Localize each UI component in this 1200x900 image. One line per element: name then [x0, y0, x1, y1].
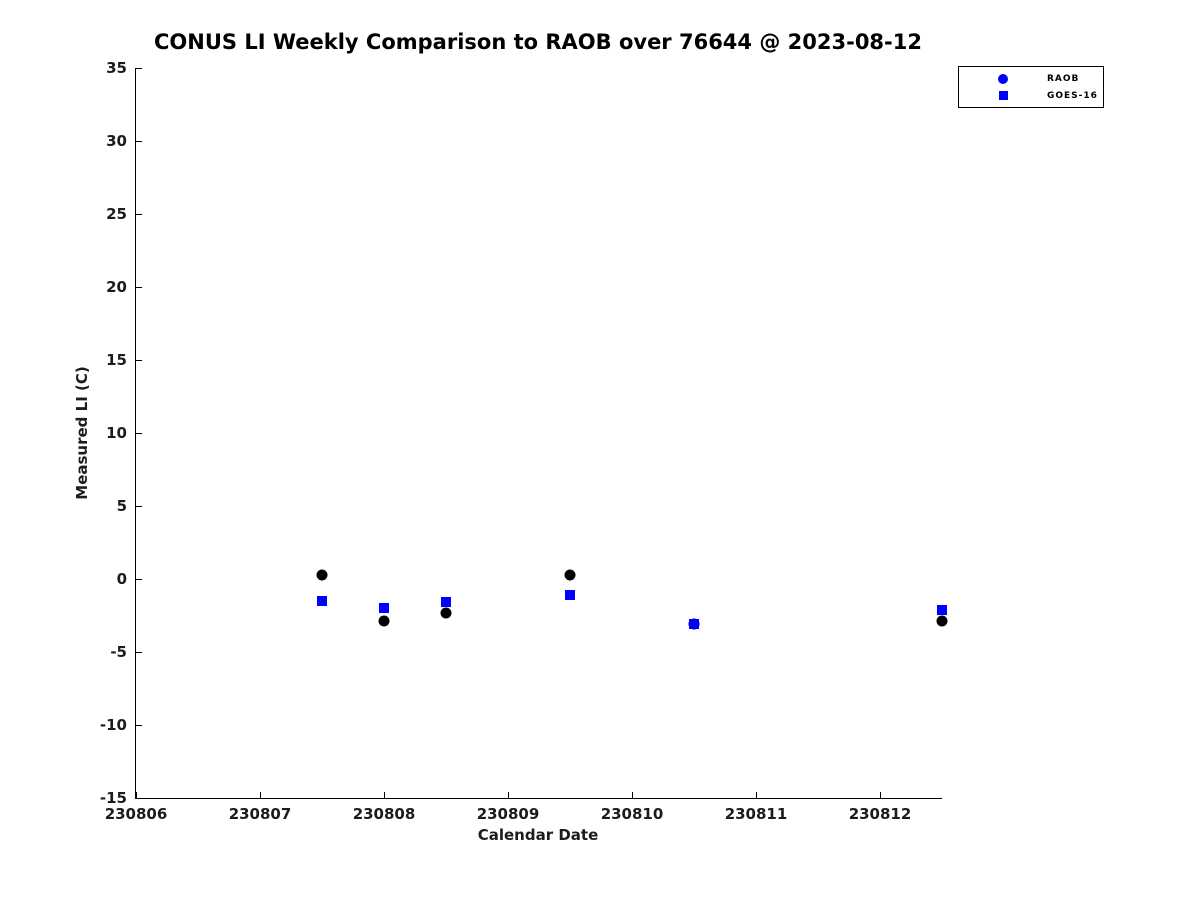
y-tick-label: -10 [99, 716, 127, 734]
y-tick-label: 25 [106, 205, 127, 223]
data-point-goes-16 [937, 604, 947, 615]
x-tick-label: 230807 [228, 805, 292, 823]
y-tick-mark [136, 651, 142, 653]
y-tick-mark [136, 140, 142, 142]
x-tick-mark [755, 792, 757, 798]
x-tick-mark [507, 792, 509, 798]
data-point-raob [564, 569, 576, 581]
y-tick-label: 30 [106, 132, 127, 150]
legend: RAOB GOES-16 [958, 66, 1104, 108]
data-point-goes-16 [689, 619, 699, 630]
x-tick-mark [135, 792, 137, 798]
y-tick-mark [136, 213, 142, 215]
data-point-raob [378, 615, 390, 627]
y-tick-label: 5 [116, 497, 127, 515]
y-tick-mark [136, 505, 142, 507]
data-point-raob [936, 615, 948, 627]
data-point-raob [440, 607, 452, 619]
x-tick-mark [383, 792, 385, 798]
plot-area: 35 30 25 20 15 10 5 0 -5 -10 -15 230806 230807 230808… [100, 59, 948, 823]
y-tick-mark [136, 286, 142, 288]
y-tick-mark [136, 797, 142, 799]
y-tick-mark [136, 578, 142, 580]
x-tick-label: 230809 [476, 805, 540, 823]
data-point-raob [316, 569, 328, 581]
x-tick-label: 230812 [848, 805, 912, 823]
y-tick-label: 15 [106, 351, 127, 369]
legend-square-icon [998, 91, 1008, 100]
y-tick-mark [136, 724, 142, 726]
legend-marker-cell [959, 73, 1047, 84]
legend-circle-icon [998, 73, 1008, 84]
chart-title: CONUS LI Weekly Comparison to RAOB over … [154, 30, 922, 54]
y-tick-label: 10 [106, 424, 127, 442]
x-tick-label: 230810 [600, 805, 664, 823]
data-point-goes-16 [317, 595, 327, 606]
legend-label: GOES-16 [1047, 90, 1098, 101]
y-tick-mark [136, 432, 142, 434]
y-tick-label: 20 [106, 278, 127, 296]
y-tick-label: -15 [99, 789, 127, 807]
legend-item-goes-16: GOES-16 [959, 90, 1103, 102]
y-tick-label: -5 [110, 643, 127, 661]
x-tick-mark [259, 792, 261, 798]
y-axis-title: Measured LI (C) [73, 366, 91, 500]
legend-marker-cell [959, 91, 1047, 100]
y-tick-mark [136, 67, 142, 69]
data-point-goes-16 [379, 603, 389, 614]
x-tick-mark [879, 792, 881, 798]
x-tick-label: 230811 [724, 805, 788, 823]
x-axis-title: Calendar Date [477, 826, 599, 844]
y-tick-mark [136, 359, 142, 361]
x-tick-mark [631, 792, 633, 798]
x-tick-label: 230808 [352, 805, 416, 823]
y-tick-label: 35 [106, 59, 127, 77]
data-point-goes-16 [441, 597, 451, 608]
x-tick-label: 230806 [104, 805, 168, 823]
data-point-goes-16 [565, 590, 575, 601]
legend-item-raob: RAOB [959, 73, 1103, 85]
y-tick-label: 0 [116, 570, 127, 588]
legend-label: RAOB [1047, 73, 1080, 84]
